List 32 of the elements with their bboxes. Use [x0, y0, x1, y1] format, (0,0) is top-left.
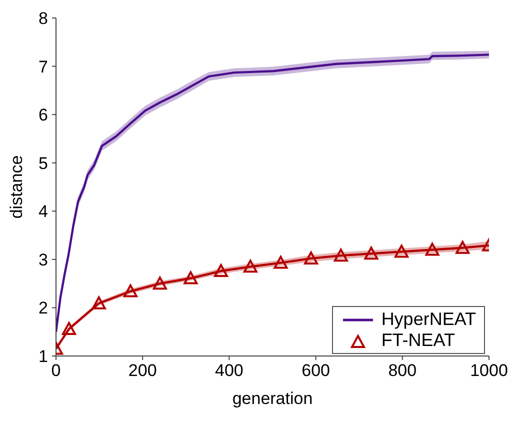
- point: [425, 242, 440, 256]
- point: [92, 296, 106, 310]
- y-tick-label: 3: [38, 250, 48, 270]
- point: [456, 240, 470, 254]
- x-tick-label: 0: [51, 361, 61, 380]
- point: [243, 260, 258, 273]
- x-tick-label: 200: [128, 361, 157, 380]
- legend-label: FT-NEAT: [381, 330, 455, 351]
- y-tick-label: 7: [38, 57, 48, 76]
- y-tick-label: 4: [38, 202, 48, 222]
- point: [62, 322, 76, 335]
- point: [304, 251, 318, 264]
- y-tick-label: 8: [38, 9, 48, 28]
- point: [184, 271, 198, 284]
- point: [123, 284, 138, 298]
- point: [214, 264, 228, 278]
- point: [364, 246, 378, 260]
- x-axis-title: generation: [232, 389, 313, 408]
- point: [152, 276, 167, 290]
- x-tick-label: 400: [215, 361, 244, 380]
- point: [274, 256, 288, 269]
- legend-label: HyperNEAT: [381, 309, 476, 330]
- y-tick-label: 5: [38, 154, 48, 173]
- y-axis-title: distance: [7, 155, 26, 219]
- x-tick-label: 1000: [470, 361, 508, 380]
- x-tick-label: 600: [302, 361, 330, 380]
- x-tick-label: 800: [388, 361, 417, 380]
- y-tick-label: 6: [38, 106, 48, 125]
- y-tick-label: 2: [38, 298, 48, 318]
- y-tick-label: 1: [38, 347, 48, 366]
- point: [334, 248, 348, 262]
- point: [394, 244, 409, 258]
